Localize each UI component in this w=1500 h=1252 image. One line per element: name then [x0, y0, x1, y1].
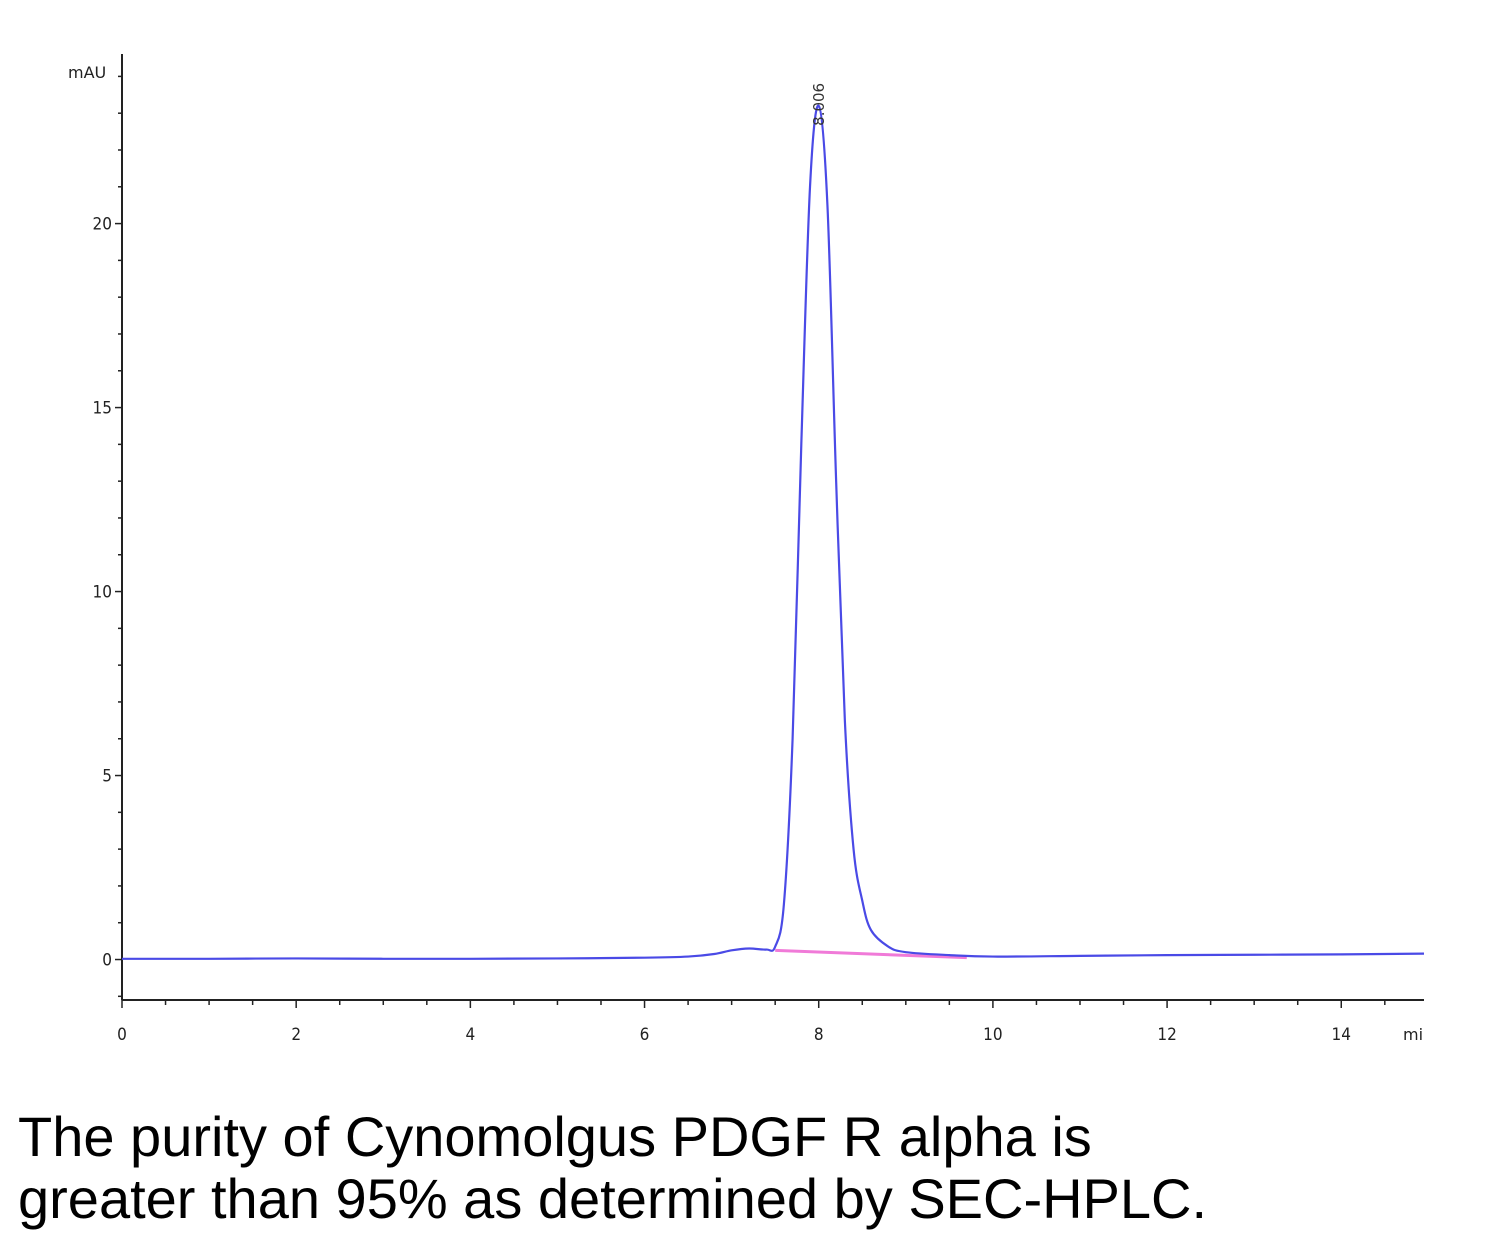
y-axis-unit-label: mAU	[68, 63, 106, 82]
integration-baseline	[775, 948, 967, 960]
ticks: 0 5 10 15 20 0 2 4 6 8 10 12 14	[93, 75, 1386, 1045]
x-tick-label: 6	[640, 1025, 650, 1045]
y-tick-label: 20	[93, 215, 112, 235]
x-tick-label: 14	[1332, 1025, 1351, 1045]
figure-caption: The purity of Cynomolgus PDGF R alpha is…	[18, 1106, 1478, 1230]
x-axis-unit-label: mi	[1403, 1025, 1423, 1044]
axes	[121, 54, 1424, 1001]
y-tick-label: 15	[93, 399, 112, 419]
x-tick-label: 12	[1157, 1025, 1176, 1045]
caption-line-1: The purity of Cynomolgus PDGF R alpha is	[18, 1105, 1092, 1168]
x-tick-label: 2	[291, 1025, 301, 1045]
y-tick-label: 10	[93, 583, 112, 603]
peak-retention-label: 8.006	[810, 83, 828, 126]
chromatogram-chart: 0 5 10 15 20 0 2 4 6 8 10 12 14 mAU mi 8.006	[68, 54, 1425, 1045]
x-tick-label: 4	[465, 1025, 475, 1045]
chromatogram-trace	[121, 104, 1425, 960]
y-tick-label: 0	[102, 951, 112, 971]
x-tick-label: 10	[983, 1025, 1002, 1045]
caption-line-2: greater than 95% as determined by SEC-HP…	[18, 1167, 1208, 1230]
traces	[121, 104, 1425, 960]
x-tick-label: 0	[117, 1025, 127, 1045]
y-tick-label: 5	[102, 767, 112, 787]
x-tick-label: 8	[814, 1025, 824, 1045]
